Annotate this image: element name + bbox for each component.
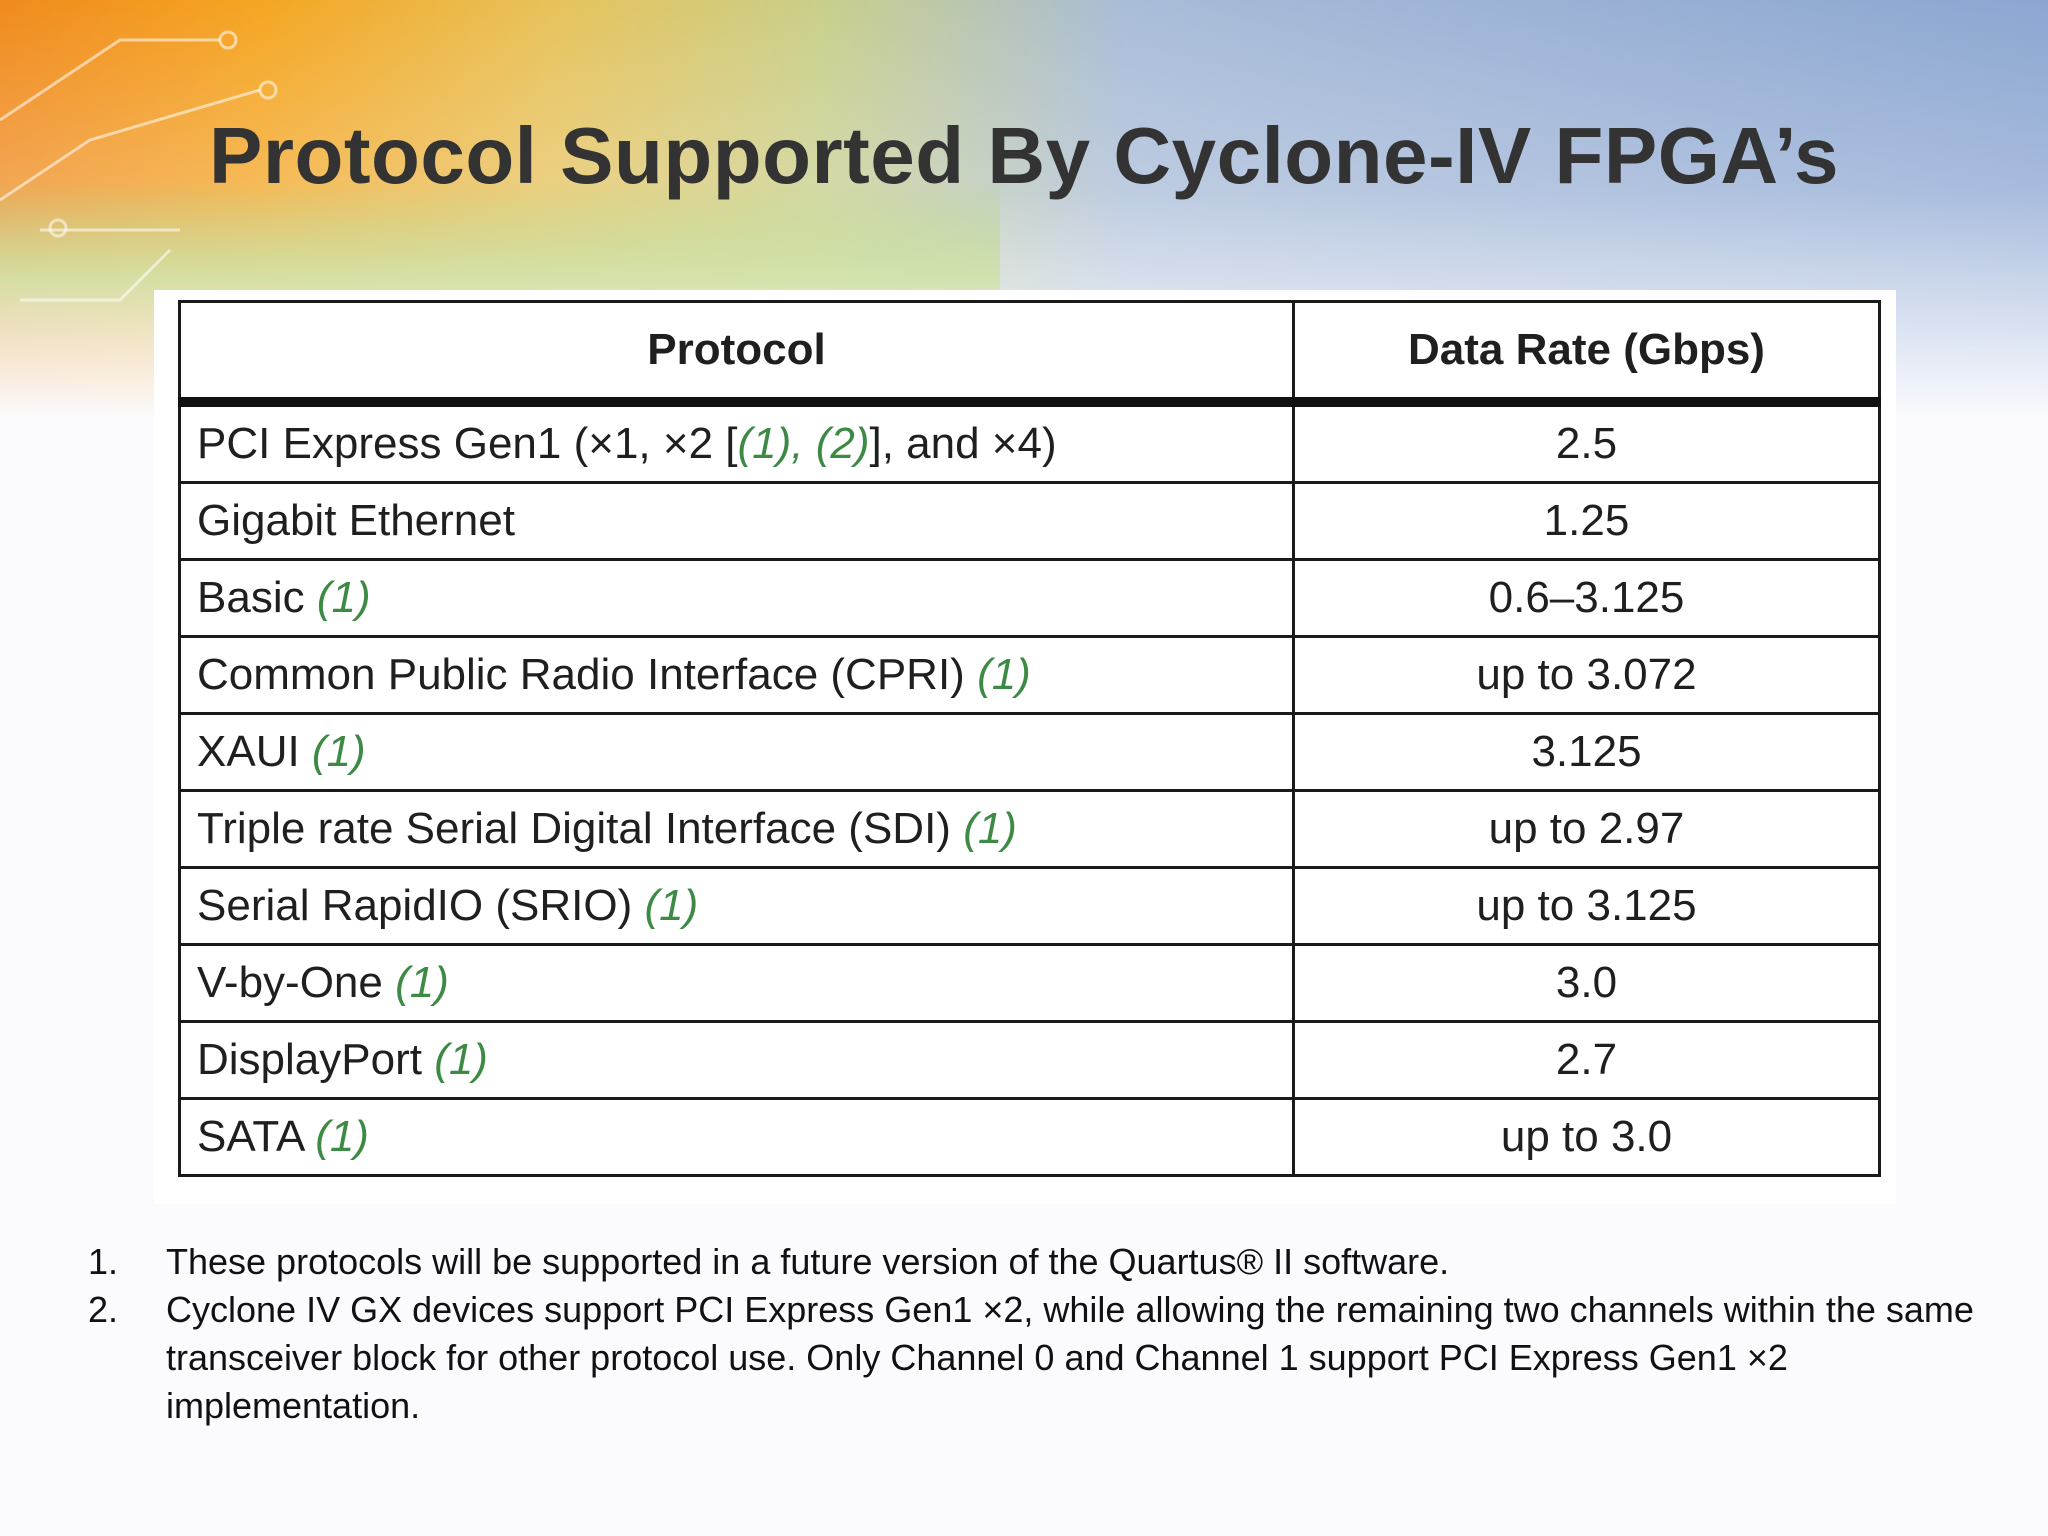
data-rate-cell: 0.6–3.125 — [1292, 558, 1881, 638]
table-row: Basic (1) 0.6–3.125 — [178, 558, 1881, 638]
data-rate-cell: 1.25 — [1292, 481, 1881, 561]
table-row: XAUI (1) 3.125 — [178, 712, 1881, 792]
protocol-cell: V-by-One (1) — [178, 943, 1295, 1023]
header-data-rate: Data Rate (Gbps) — [1292, 300, 1881, 407]
protocol-name: Triple rate Serial Digital Interface (SD… — [197, 804, 964, 853]
protocol-table: Protocol Data Rate (Gbps) PCI Express Ge… — [178, 300, 1881, 1177]
data-rate-cell: up to 3.072 — [1292, 635, 1881, 715]
note-reference[interactable]: (1) — [395, 958, 449, 1007]
protocol-name: SATA — [197, 1112, 316, 1161]
table-row: V-by-One (1) 3.0 — [178, 943, 1881, 1023]
protocol-name: PCI Express Gen1 (×1, ×2 [ — [197, 419, 738, 468]
protocol-cell: Triple rate Serial Digital Interface (SD… — [178, 789, 1295, 869]
table-row: Triple rate Serial Digital Interface (SD… — [178, 789, 1881, 869]
data-rate-cell: up to 2.97 — [1292, 789, 1881, 869]
protocol-cell: Basic (1) — [178, 558, 1295, 638]
footnote-number: 2. — [88, 1289, 119, 1330]
note-reference[interactable]: (1) — [434, 1035, 488, 1084]
data-rate-cell: 2.5 — [1292, 400, 1881, 484]
table-header-row: Protocol Data Rate (Gbps) — [178, 300, 1881, 407]
data-rate-cell: 3.125 — [1292, 712, 1881, 792]
table-row: Serial RapidIO (SRIO) (1) up to 3.125 — [178, 866, 1881, 946]
footnote-number: 1. — [88, 1241, 119, 1282]
data-rate-cell: 2.7 — [1292, 1020, 1881, 1100]
footnote-text: Cyclone IV GX devices support PCI Expres… — [166, 1289, 1974, 1426]
table-row: Gigabit Ethernet 1.25 — [178, 481, 1881, 561]
protocol-name: Common Public Radio Interface (CPRI) — [197, 650, 978, 699]
protocol-cell: DisplayPort (1) — [178, 1020, 1295, 1100]
footnote-text: These protocols will be supported in a f… — [166, 1241, 1450, 1282]
note-reference[interactable]: (1), (2) — [737, 419, 870, 468]
note-reference[interactable]: (1) — [316, 573, 371, 622]
protocol-cell: Gigabit Ethernet — [178, 481, 1295, 561]
header-protocol: Protocol — [178, 300, 1295, 407]
data-rate-cell: up to 3.125 — [1292, 866, 1881, 946]
table-row: DisplayPort (1) 2.7 — [178, 1020, 1881, 1100]
protocol-cell: Serial RapidIO (SRIO) (1) — [178, 866, 1295, 946]
protocol-name: V-by-One — [197, 958, 396, 1007]
table-row: PCI Express Gen1 (×1, ×2 [(1), (2)], and… — [178, 400, 1881, 484]
note-reference[interactable]: (1) — [315, 1112, 369, 1161]
note-reference[interactable]: (1) — [977, 650, 1031, 699]
data-rate-cell: up to 3.0 — [1292, 1097, 1881, 1177]
protocol-name: Basic — [197, 573, 317, 622]
protocol-cell: XAUI (1) — [178, 712, 1295, 792]
table-row: Common Public Radio Interface (CPRI) (1)… — [178, 635, 1881, 715]
note-reference[interactable]: (1) — [644, 881, 699, 930]
protocol-name: XAUI — [197, 727, 312, 776]
protocol-name: DisplayPort — [197, 1035, 435, 1084]
footnote-item: 1. These protocols will be supported in a… — [88, 1238, 1988, 1286]
protocol-cell: Common Public Radio Interface (CPRI) (1) — [178, 635, 1295, 715]
table-row: SATA (1) up to 3.0 — [178, 1097, 1881, 1177]
protocol-suffix: ], and ×4) — [869, 419, 1057, 468]
slide-title: Protocol Supported By Cyclone-IV FPGA’s — [208, 111, 1840, 200]
protocol-cell: PCI Express Gen1 (×1, ×2 [(1), (2)], and… — [178, 400, 1295, 484]
footnote-item: 2. Cyclone IV GX devices support PCI Expr… — [88, 1286, 1988, 1430]
protocol-name: Serial RapidIO (SRIO) — [197, 881, 645, 930]
note-reference[interactable]: (1) — [963, 804, 1017, 853]
protocol-name: Gigabit Ethernet — [197, 496, 515, 545]
footnotes-list: 1. These protocols will be supported in a… — [88, 1238, 1988, 1430]
protocol-cell: SATA (1) — [178, 1097, 1295, 1177]
data-rate-cell: 3.0 — [1292, 943, 1881, 1023]
note-reference[interactable]: (1) — [311, 727, 366, 776]
